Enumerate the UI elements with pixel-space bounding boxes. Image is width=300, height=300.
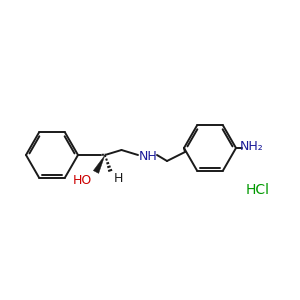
Text: or: or: [101, 152, 107, 157]
Text: NH: NH: [139, 149, 158, 163]
Text: H: H: [113, 172, 123, 185]
Text: HCl: HCl: [246, 183, 270, 197]
Text: HO: HO: [72, 173, 92, 187]
Polygon shape: [93, 155, 105, 173]
Text: NH₂: NH₂: [240, 140, 264, 154]
